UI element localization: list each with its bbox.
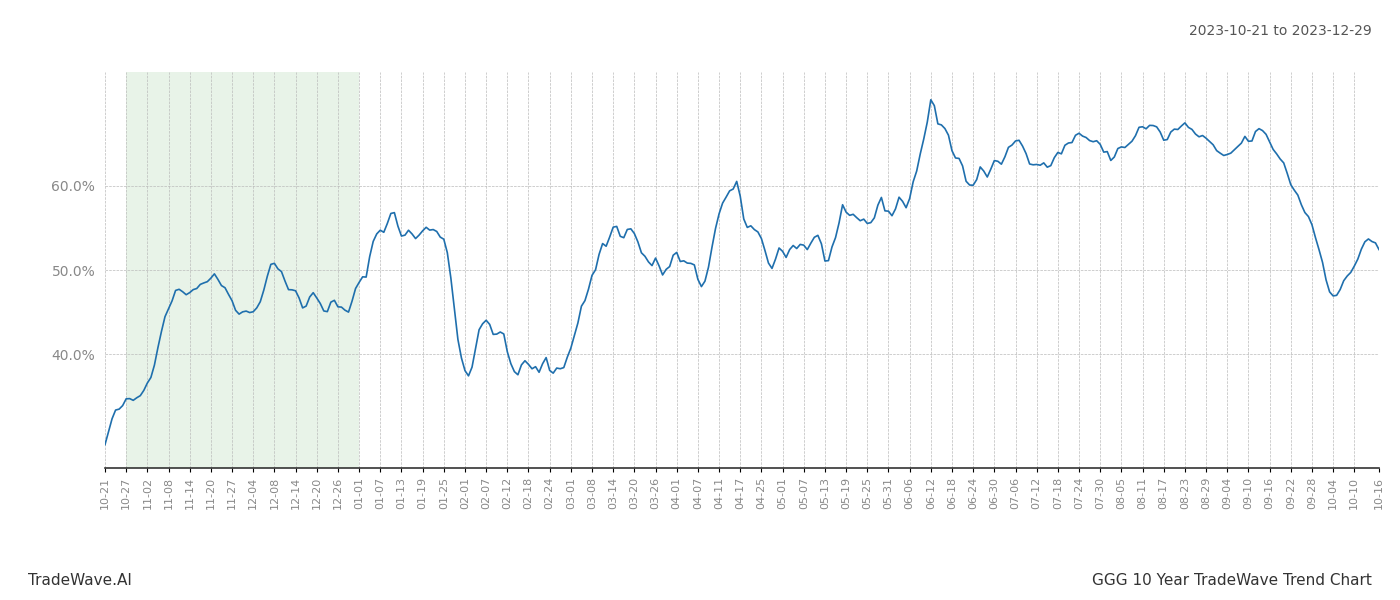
Bar (126, 72, 358, 468)
Text: TradeWave.AI: TradeWave.AI (28, 573, 132, 588)
Text: GGG 10 Year TradeWave Trend Chart: GGG 10 Year TradeWave Trend Chart (1092, 573, 1372, 588)
Text: 2023-10-21 to 2023-12-29: 2023-10-21 to 2023-12-29 (1189, 24, 1372, 38)
